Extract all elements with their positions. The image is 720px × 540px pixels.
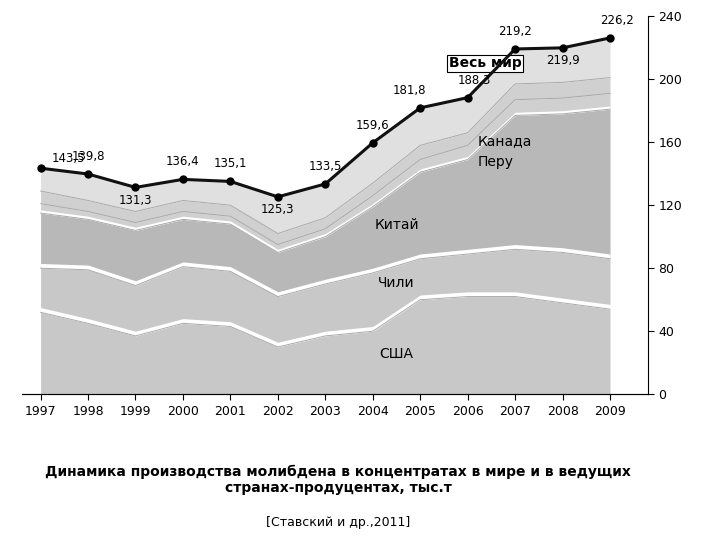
Text: 139,8: 139,8 [71,150,105,163]
Text: Весь мир: Весь мир [449,57,521,70]
Text: Канада: Канада [477,134,531,149]
Text: 219,9: 219,9 [546,55,580,68]
Text: 133,5: 133,5 [309,160,342,173]
Text: Чили: Чили [378,276,415,290]
Text: Китай: Китай [374,218,419,232]
Text: 125,3: 125,3 [261,203,294,217]
Text: 143,5: 143,5 [52,152,85,165]
Text: Динамика производства молибдена в концентратах в мире и в ведущих
странах-продуц: Динамика производства молибдена в концен… [45,464,631,495]
Text: 131,3: 131,3 [119,194,152,207]
Text: 135,1: 135,1 [214,157,247,170]
Text: 188,3: 188,3 [458,73,491,86]
Text: [Ставский и др.,2011]: [Ставский и др.,2011] [266,516,410,529]
Text: Перу: Перу [477,155,513,169]
Text: 219,2: 219,2 [498,25,532,38]
Text: 159,6: 159,6 [356,119,390,132]
Text: США: США [379,347,413,361]
Text: 226,2: 226,2 [600,14,634,27]
Text: 181,8: 181,8 [392,84,426,97]
Text: 136,4: 136,4 [166,156,199,168]
